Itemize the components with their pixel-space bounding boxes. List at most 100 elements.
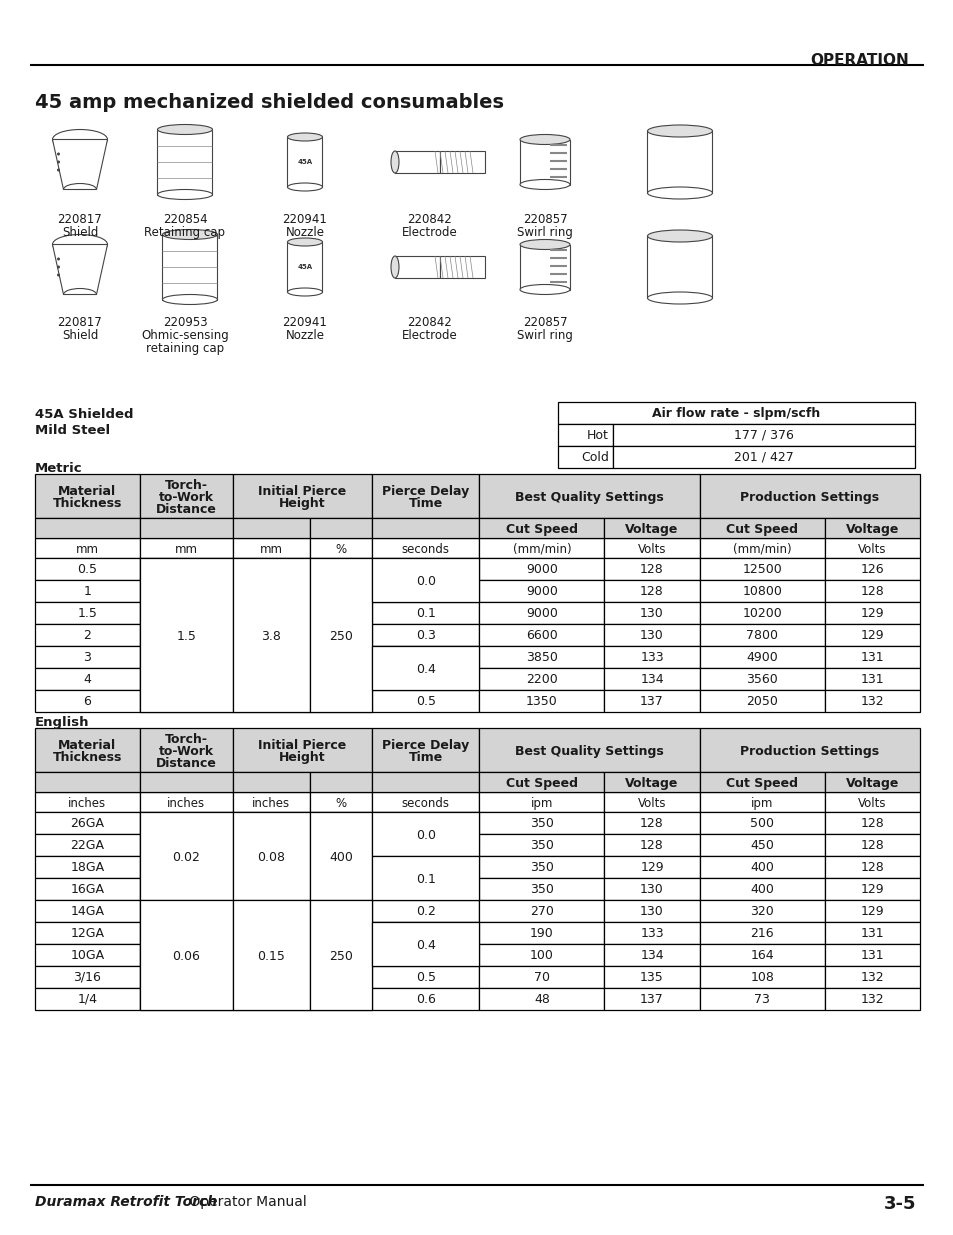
Bar (372, 856, 478, 878)
Bar (35, 878, 140, 900)
Bar (35, 474, 140, 517)
Ellipse shape (157, 189, 213, 200)
Bar (439, 256, 484, 278)
Ellipse shape (287, 183, 322, 191)
Bar (478, 944, 603, 966)
Bar (35, 966, 140, 988)
Ellipse shape (157, 125, 213, 135)
Text: 130: 130 (639, 629, 663, 642)
Bar (35, 690, 140, 713)
Bar (140, 624, 233, 646)
Text: Metric: Metric (35, 462, 83, 475)
Bar (699, 474, 919, 517)
Polygon shape (52, 140, 108, 189)
Text: inches: inches (253, 797, 291, 810)
Bar (603, 646, 699, 668)
Bar (519, 245, 569, 289)
Text: 0.2: 0.2 (416, 905, 436, 918)
Text: English: English (35, 716, 90, 729)
Bar (478, 517, 603, 538)
Text: retaining cap: retaining cap (146, 342, 224, 354)
Bar (140, 856, 233, 878)
Bar (310, 792, 372, 811)
Text: 3.8: 3.8 (261, 630, 281, 643)
Text: 10800: 10800 (741, 585, 781, 598)
Bar (372, 668, 478, 690)
Bar (823, 772, 919, 792)
Text: 0.4: 0.4 (416, 939, 436, 952)
Bar (519, 140, 569, 184)
Text: 0.3: 0.3 (416, 629, 436, 642)
Bar (558, 424, 613, 446)
Bar (823, 811, 919, 834)
Text: Torch-: Torch- (165, 479, 208, 492)
Text: Thickness: Thickness (52, 496, 122, 510)
Text: 0.0: 0.0 (416, 576, 436, 588)
Bar (140, 878, 233, 900)
Bar (310, 811, 372, 834)
Bar (699, 646, 823, 668)
Bar (310, 988, 372, 1010)
Bar (233, 624, 310, 646)
Text: 131: 131 (860, 927, 883, 940)
Ellipse shape (647, 230, 712, 242)
Bar (140, 772, 233, 792)
Bar (372, 601, 478, 624)
Text: %: % (335, 543, 346, 556)
Bar (233, 966, 310, 988)
Text: 132: 132 (860, 971, 883, 984)
Bar (140, 727, 233, 772)
Text: 128: 128 (860, 818, 883, 830)
Bar (35, 538, 140, 558)
Bar (699, 988, 823, 1010)
Text: Swirl ring: Swirl ring (517, 329, 573, 342)
Bar (233, 601, 310, 624)
Text: 128: 128 (639, 818, 663, 830)
Text: Thickness: Thickness (52, 751, 122, 764)
Bar (310, 668, 372, 690)
Bar (823, 834, 919, 856)
Bar (603, 538, 699, 558)
Bar (233, 558, 310, 713)
Bar (603, 856, 699, 878)
Bar (603, 988, 699, 1010)
Text: 2: 2 (83, 629, 91, 642)
Bar (478, 690, 603, 713)
Bar (233, 538, 310, 558)
Bar (372, 856, 478, 900)
Text: Initial Pierce: Initial Pierce (258, 739, 346, 752)
Text: 7800: 7800 (745, 629, 778, 642)
Text: 0.06: 0.06 (172, 948, 200, 962)
Text: (mm/min): (mm/min) (512, 543, 571, 556)
Bar (233, 690, 310, 713)
Bar (140, 811, 233, 834)
Ellipse shape (391, 256, 398, 278)
Bar (647, 131, 712, 193)
Text: 3/16: 3/16 (73, 971, 101, 984)
Bar (233, 772, 310, 792)
Bar (233, 668, 310, 690)
Bar (35, 811, 140, 834)
Text: seconds: seconds (401, 543, 449, 556)
Bar (699, 856, 823, 878)
Text: Volts: Volts (637, 543, 665, 556)
Text: 190: 190 (529, 927, 553, 940)
Text: 0.5: 0.5 (77, 563, 97, 576)
Bar (478, 474, 699, 517)
Text: 45A Shielded: 45A Shielded (35, 408, 133, 421)
Bar (372, 624, 478, 646)
Text: 4900: 4900 (745, 651, 778, 664)
Text: 0.02: 0.02 (172, 883, 200, 897)
Bar (372, 580, 478, 601)
Bar (603, 834, 699, 856)
Bar (233, 646, 310, 668)
Text: 73: 73 (754, 993, 769, 1007)
Text: Production Settings: Production Settings (740, 745, 879, 758)
Bar (823, 517, 919, 538)
Text: 129: 129 (860, 606, 883, 620)
Text: 400: 400 (329, 851, 353, 864)
Text: Torch-: Torch- (165, 734, 208, 746)
Bar (35, 923, 140, 944)
Bar (395, 151, 439, 173)
Text: 1/4: 1/4 (77, 993, 97, 1007)
